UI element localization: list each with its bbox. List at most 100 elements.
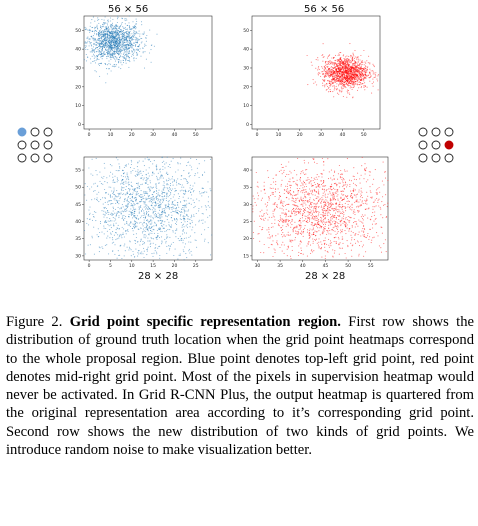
scatter-point: [274, 249, 276, 251]
scatter-point: [109, 164, 111, 166]
scatter-point: [140, 194, 142, 196]
scatter-point: [95, 48, 97, 50]
scatter-point: [306, 206, 308, 209]
scatter-point: [111, 41, 113, 43]
scatter-point: [337, 178, 339, 180]
scatter-point: [132, 225, 135, 227]
scatter-point: [87, 244, 89, 246]
y-tick-label: 40: [75, 219, 81, 225]
scatter-point: [343, 81, 346, 83]
scatter-point: [125, 54, 127, 56]
scatter-point: [94, 28, 96, 30]
scatter-point: [102, 33, 104, 35]
scatter-point: [96, 30, 98, 32]
scatter-point: [145, 176, 147, 179]
scatter-point: [337, 231, 339, 233]
scatter-point: [326, 189, 328, 191]
scatter-point: [328, 55, 330, 57]
scatter-point: [269, 237, 271, 239]
scatter-point: [173, 203, 175, 206]
scatter-point: [257, 186, 259, 188]
scatter-point: [96, 27, 99, 29]
scatter-point: [348, 200, 351, 202]
scatter-point: [119, 33, 121, 35]
scatter-point: [200, 219, 202, 221]
scatter-point: [131, 53, 133, 55]
scatter-point: [312, 209, 314, 211]
scatter-point: [104, 30, 107, 33]
scatter-point: [151, 198, 153, 200]
scatter-point: [98, 19, 100, 21]
scatter-point: [307, 243, 309, 245]
scatter-point: [186, 180, 188, 182]
scatter-point: [118, 34, 120, 36]
scatter-point: [373, 72, 375, 74]
scatter-point: [104, 244, 106, 246]
scatter-point: [142, 200, 144, 203]
scatter-point: [146, 156, 149, 158]
x-tick-label: 0: [256, 132, 259, 138]
scatter-point: [124, 28, 127, 30]
scatter-point: [367, 62, 369, 64]
scatter-point: [134, 196, 137, 198]
scatter-point: [369, 76, 372, 78]
scatter-point: [165, 240, 167, 242]
scatter-point: [94, 20, 96, 22]
scatter-point: [143, 250, 145, 252]
scatter-point: [341, 64, 343, 67]
scatter-point: [342, 65, 345, 67]
scatter-point: [143, 210, 145, 212]
scatter-point: [287, 190, 289, 192]
scatter-point: [115, 202, 117, 204]
scatter-point: [83, 229, 86, 232]
scatter-point: [190, 241, 192, 243]
scatter-point: [121, 233, 123, 235]
scatter-point: [354, 221, 356, 223]
scatter-point: [350, 62, 352, 64]
scatter-point: [167, 184, 169, 186]
scatter-point: [111, 25, 113, 27]
scatter-point: [360, 194, 362, 197]
scatter-point: [289, 192, 291, 194]
scatter-point: [128, 210, 130, 212]
scatter-point: [114, 44, 117, 46]
scatter-point: [154, 205, 156, 207]
scatter-point: [140, 239, 142, 241]
scatter-point: [89, 31, 91, 33]
scatter-point: [115, 222, 117, 224]
scatter-point: [138, 45, 140, 47]
scatter-point: [84, 46, 87, 49]
scatter-point: [180, 218, 182, 221]
scatter-point: [188, 172, 190, 174]
scatter-point: [160, 175, 162, 177]
scatter-point: [332, 214, 334, 216]
scatter-point: [104, 16, 106, 18]
scatter-point: [174, 222, 177, 225]
scatter-point: [113, 52, 115, 54]
scatter-point: [336, 65, 339, 67]
scatter-point: [142, 225, 144, 227]
scatter-point: [181, 184, 183, 186]
scatter-point: [99, 180, 101, 182]
scatter-point: [351, 66, 353, 68]
scatter-point: [354, 61, 356, 64]
scatter-point: [128, 196, 130, 198]
scatter-point: [102, 32, 104, 34]
scatter-point: [91, 51, 93, 53]
scatter-point: [138, 212, 140, 214]
scatter-point: [354, 74, 356, 76]
scatter-point: [125, 209, 127, 211]
scatter-point: [92, 49, 94, 51]
scatter-point: [143, 192, 145, 194]
scatter-point: [348, 77, 350, 80]
scatter-point: [141, 174, 143, 176]
scatter-point: [301, 198, 303, 200]
scatter-point: [338, 58, 340, 60]
scatter-point: [179, 218, 181, 220]
scatter-point: [183, 200, 186, 202]
scatter-point: [143, 242, 146, 244]
scatter-point: [341, 173, 344, 175]
scatter-point: [146, 192, 148, 194]
scatter-point: [113, 42, 116, 44]
scatter-point: [127, 193, 129, 195]
